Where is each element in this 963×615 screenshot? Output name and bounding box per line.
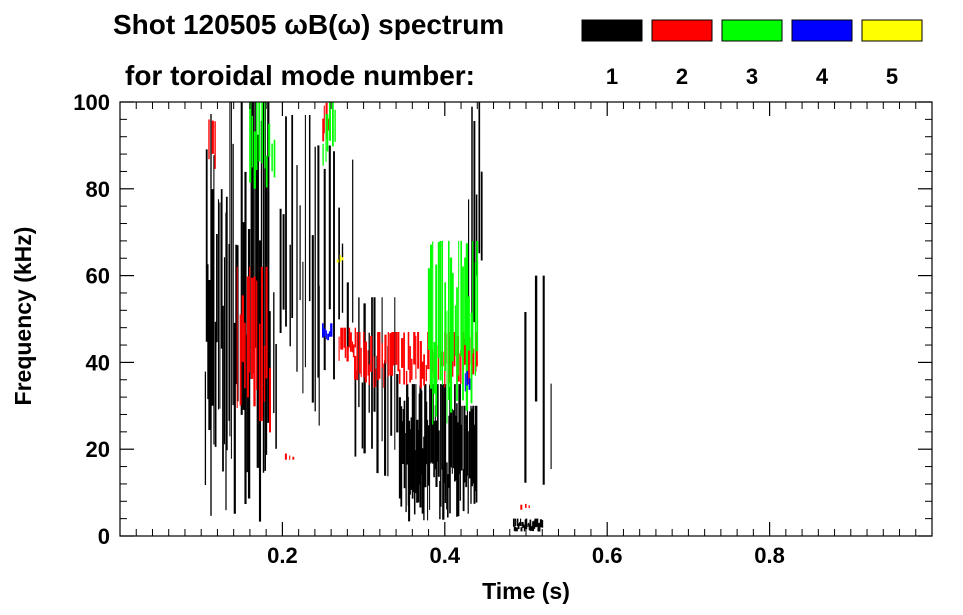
spectrum-marks [204,102,552,532]
legend-swatch-4 [791,19,853,42]
x-tick-label: 0.4 [430,543,461,568]
legend-swatch-5 [861,19,923,42]
y-tick-label: 20 [86,437,110,462]
legend-swatch-3 [721,19,783,42]
y-tick-label: 60 [86,264,110,289]
x-axis-label: Time (s) [482,578,570,604]
legend-swatch-2 [651,19,713,42]
legend-label-5: 5 [886,64,898,89]
y-tick-label: 0 [98,524,110,549]
axis-ticks: 0.2 0.4 0.6 0.8 0 20 40 60 80 100 [73,90,932,568]
chart-title-line2: for toroidal mode number: [125,60,475,91]
y-tick-label: 40 [86,350,110,375]
legend: 1 2 3 4 5 [581,19,923,89]
x-tick-label: 0.6 [592,543,623,568]
y-tick-label: 80 [86,177,110,202]
chart-title-line1: Shot 120505 ωB(ω) spectrum [113,9,504,40]
legend-label-4: 4 [816,64,829,89]
legend-label-2: 2 [676,64,688,89]
y-tick-label: 100 [73,90,110,115]
legend-label-1: 1 [606,64,618,89]
legend-label-3: 3 [746,64,758,89]
x-tick-label: 0.2 [267,543,298,568]
y-axis-label: Frequency (kHz) [10,227,36,406]
legend-swatch-1 [581,19,643,42]
x-tick-label: 0.8 [754,543,785,568]
